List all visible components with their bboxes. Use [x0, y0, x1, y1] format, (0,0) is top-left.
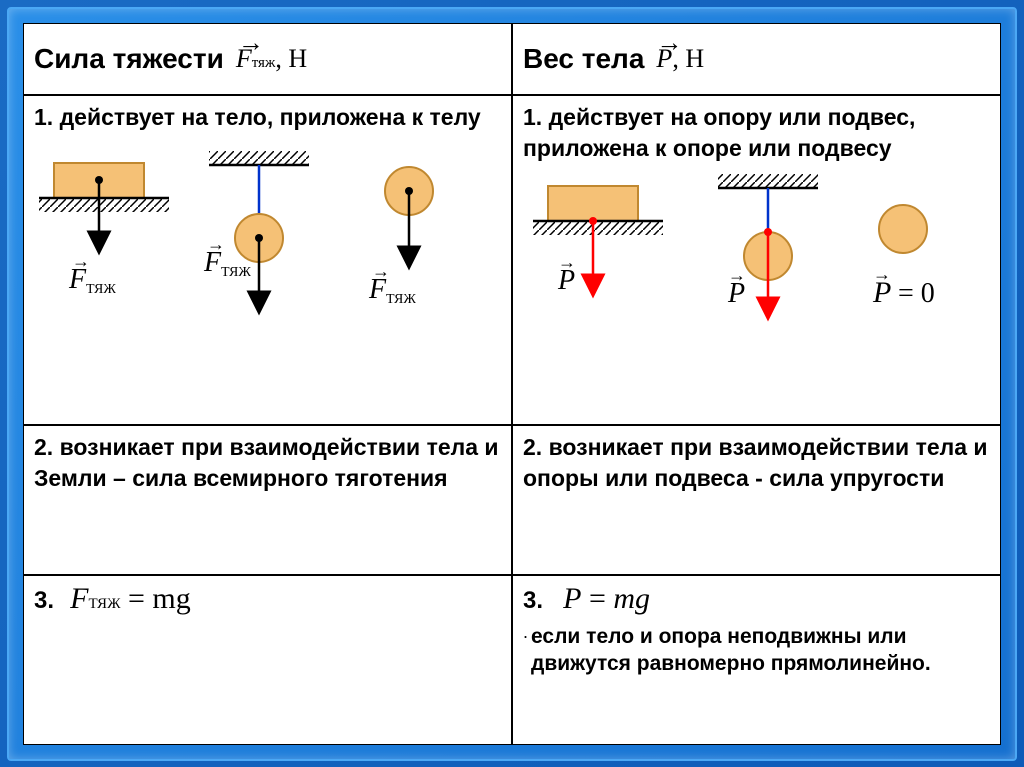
svg-text:→: →	[207, 234, 225, 254]
svg-text:→: →	[728, 265, 746, 285]
row-origin: 2. возникает при взаимодействии тела и З…	[23, 425, 1001, 575]
row-application: 1. действует на тело, приложена к телу	[23, 95, 1001, 425]
weight-title: Вес тела	[523, 43, 644, 75]
header-gravity: Сила тяжести F→тяж, H	[23, 23, 512, 95]
gravity-symbol: F→тяж, H	[236, 44, 307, 74]
svg-text:→: →	[372, 261, 390, 281]
svg-text:→: →	[72, 251, 90, 271]
slide-frame: Сила тяжести F→тяж, H Вес тела P→, H 1. …	[7, 7, 1017, 761]
diag-block-surface: F → ТЯЖ	[39, 163, 169, 297]
gravity-app-text: 1. действует на тело, приложена к телу	[34, 102, 501, 133]
weight-symbol: P→, H	[656, 44, 704, 74]
gravity-origin: 2. возникает при взаимодействии тела и З…	[23, 425, 512, 575]
gravity-formula-num: 3.	[34, 587, 54, 614]
diag-ball-string: F → ТЯЖ	[203, 151, 309, 303]
svg-text:→: →	[873, 264, 891, 284]
header-weight: Вес тела P→, H	[512, 23, 1001, 95]
gravity-formula-cell: 3. FТЯЖ = mg	[23, 575, 512, 745]
gravity-application: 1. действует на тело, приложена к телу	[23, 95, 512, 425]
weight-app-text: 1. действует на опору или подвес, прилож…	[523, 102, 990, 164]
weight-formula: P = mg	[563, 582, 650, 615]
weight-origin: 2. возникает при взаимодействии тела и о…	[512, 425, 1001, 575]
weight-diagrams: P → P → P →	[523, 174, 990, 354]
row-formulas: 3. FТЯЖ = mg 3. P = mg . если тело и опо…	[23, 575, 1001, 745]
comparison-table: Сила тяжести F→тяж, H Вес тела P→, H 1. …	[23, 23, 1001, 745]
gravity-formula: FТЯЖ = mg	[70, 582, 191, 615]
diag-weight-string: P →	[718, 174, 818, 309]
gravity-title: Сила тяжести	[34, 43, 224, 75]
gravity-diagrams: F → ТЯЖ F → ТЯЖ	[34, 143, 501, 323]
weight-formula-cell: 3. P = mg . если тело и опора неподвижны…	[512, 575, 1001, 745]
gravity-svg: F → ТЯЖ F → ТЯЖ	[34, 143, 504, 343]
svg-text:ТЯЖ: ТЯЖ	[386, 292, 416, 307]
svg-text:→: →	[558, 252, 576, 272]
diag-weight-free: P → = 0	[872, 205, 935, 309]
svg-text:= 0: = 0	[898, 278, 935, 309]
svg-text:ТЯЖ: ТЯЖ	[86, 282, 116, 297]
weight-formula-num: 3.	[523, 587, 543, 614]
weight-application: 1. действует на опору или подвес, прилож…	[512, 95, 1001, 425]
header-row: Сила тяжести F→тяж, H Вес тела P→, H	[23, 23, 1001, 95]
weight-svg: P → P → P →	[523, 174, 993, 354]
weight-formula-note: если тело и опора неподвижны или движутс…	[523, 623, 990, 678]
diag-weight-block: P →	[533, 186, 663, 296]
svg-text:ТЯЖ: ТЯЖ	[221, 265, 251, 280]
diag-ball-free: F → ТЯЖ	[368, 167, 433, 307]
